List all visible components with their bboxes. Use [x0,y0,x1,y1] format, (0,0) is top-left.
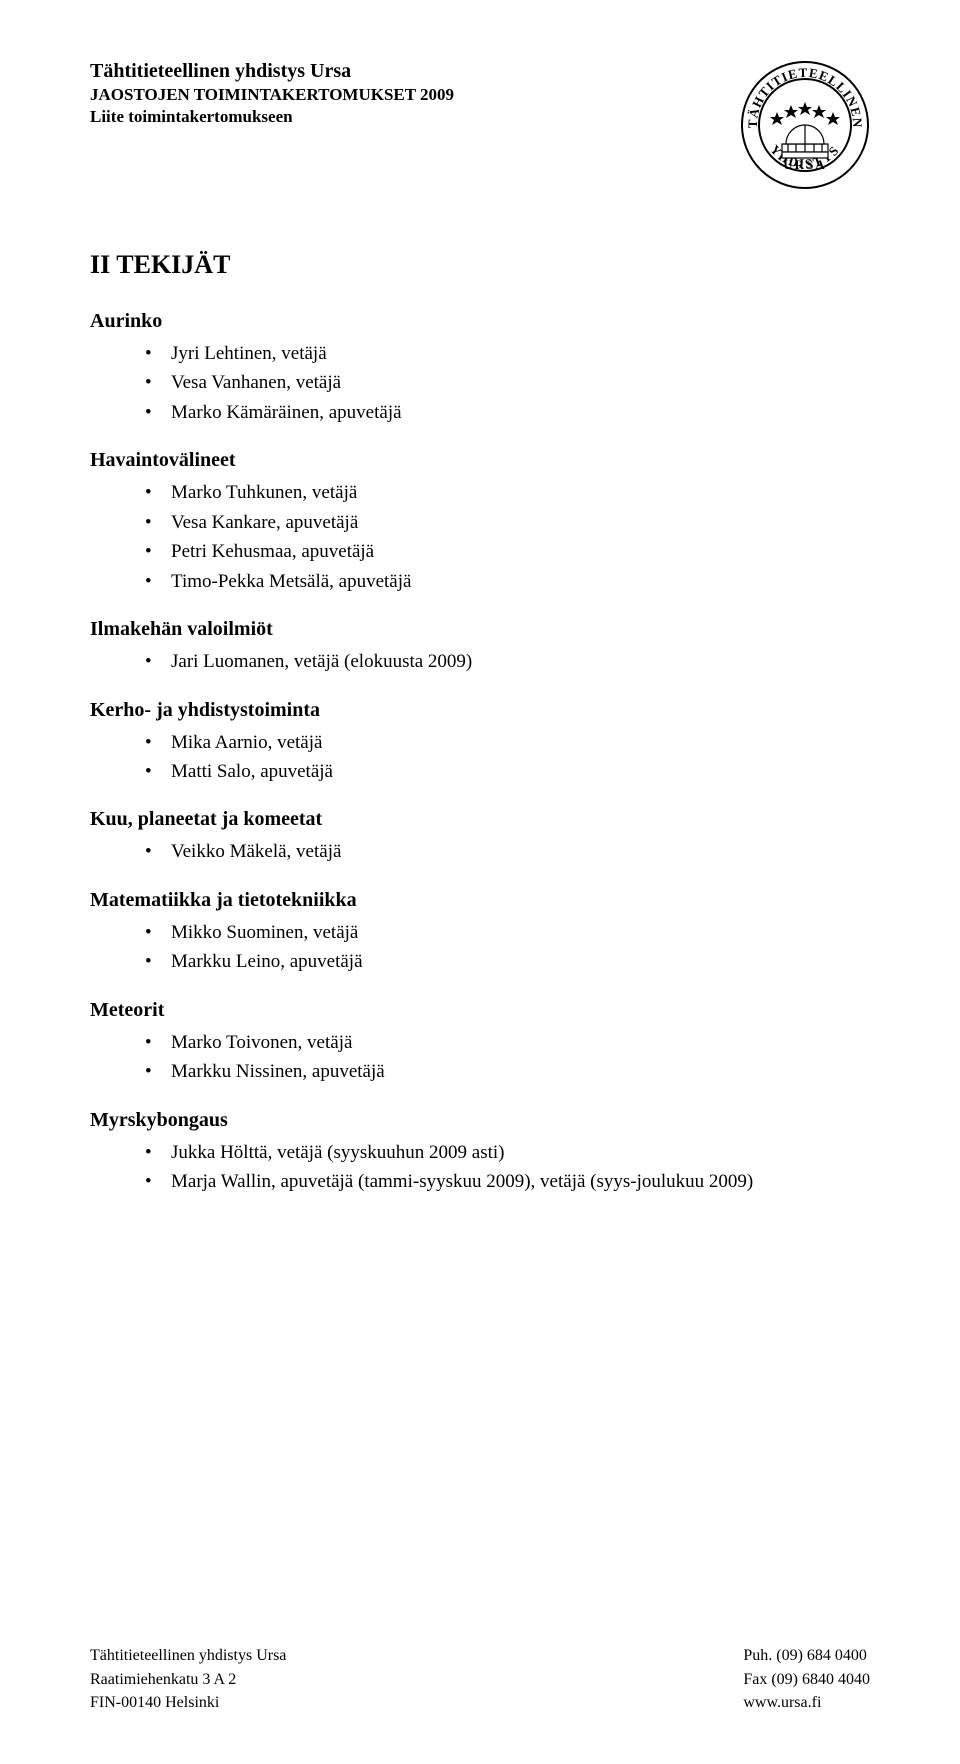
list-item: Mika Aarnio, vetäjä [145,728,870,757]
section-heading: Havaintovälineet [90,449,870,472]
section: Matematiikka ja tietotekniikka Mikko Suom… [90,889,870,977]
footer-left-line: FIN-00140 Helsinki [90,1691,286,1714]
footer-left-line: Tähtitieteellinen yhdistys Ursa [90,1644,286,1667]
section-items: Mikko Suominen, vetäjäMarkku Leino, apuv… [90,918,870,977]
list-item: Vesa Vanhanen, vetäjä [145,368,870,397]
footer-right-line: Fax (09) 6840 4040 [743,1668,870,1691]
section: Havaintovälineet Marko Tuhkunen, vetäjäVe… [90,449,870,596]
logo-text-inner: URSA [783,157,826,172]
main-title: II TEKIJÄT [90,250,870,280]
footer-left: Tähtitieteellinen yhdistys Ursa Raatimie… [90,1644,286,1714]
list-item: Vesa Kankare, apuvetäjä [145,508,870,537]
section-heading: Kerho- ja yhdistystoiminta [90,699,870,722]
list-item: Markku Nissinen, apuvetäjä [145,1057,870,1086]
footer-right-line: Puh. (09) 684 0400 [743,1644,870,1667]
section-heading: Aurinko [90,310,870,333]
list-item: Mikko Suominen, vetäjä [145,918,870,947]
section-items: Marko Toivonen, vetäjäMarkku Nissinen, a… [90,1028,870,1087]
section-heading: Matematiikka ja tietotekniikka [90,889,870,912]
footer-left-line: Raatimiehenkatu 3 A 2 [90,1668,286,1691]
header-row: Tähtitieteellinen yhdistys Ursa JAOSTOJE… [90,60,870,190]
section-items: Jyri Lehtinen, vetäjäVesa Vanhanen, vetä… [90,339,870,427]
footer: Tähtitieteellinen yhdistys Ursa Raatimie… [90,1644,870,1714]
section: Meteorit Marko Toivonen, vetäjäMarkku Nis… [90,999,870,1087]
header-annex: Liite toimintakertomukseen [90,107,454,127]
section: Myrskybongaus Jukka Hölttä, vetäjä (syysk… [90,1109,870,1197]
footer-right-line: www.ursa.fi [743,1691,870,1714]
section-items: Jukka Hölttä, vetäjä (syyskuuhun 2009 as… [90,1138,870,1197]
list-item: Petri Kehusmaa, apuvetäjä [145,537,870,566]
list-item: Jyri Lehtinen, vetäjä [145,339,870,368]
section: Kerho- ja yhdistystoiminta Mika Aarnio, v… [90,699,870,787]
section-items: Mika Aarnio, vetäjäMatti Salo, apuvetäjä [90,728,870,787]
section-heading: Myrskybongaus [90,1109,870,1132]
list-item: Marko Tuhkunen, vetäjä [145,478,870,507]
list-item: Markku Leino, apuvetäjä [145,947,870,976]
section-heading: Kuu, planeetat ja komeetat [90,808,870,831]
list-item: Marko Kämäräinen, apuvetäjä [145,398,870,427]
section: Kuu, planeetat ja komeetat Veikko Mäkelä,… [90,808,870,866]
ursa-logo: TÄHTITIETEELLINEN YHDISTYS [740,60,870,190]
list-item: Veikko Mäkelä, vetäjä [145,837,870,866]
section: Ilmakehän valoilmiöt Jari Luomanen, vetäj… [90,618,870,676]
section: Aurinko Jyri Lehtinen, vetäjäVesa Vanhane… [90,310,870,427]
list-item: Marko Toivonen, vetäjä [145,1028,870,1057]
list-item: Timo-Pekka Metsälä, apuvetäjä [145,567,870,596]
list-item: Matti Salo, apuvetäjä [145,757,870,786]
section-items: Veikko Mäkelä, vetäjä [90,837,870,866]
section-items: Marko Tuhkunen, vetäjäVesa Kankare, apuv… [90,478,870,596]
footer-right: Puh. (09) 684 0400 Fax (09) 6840 4040 ww… [743,1644,870,1714]
section-items: Jari Luomanen, vetäjä (elokuusta 2009) [90,647,870,676]
list-item: Jari Luomanen, vetäjä (elokuusta 2009) [145,647,870,676]
section-heading: Meteorit [90,999,870,1022]
org-name: Tähtitieteellinen yhdistys Ursa [90,60,454,83]
header-subtitle: JAOSTOJEN TOIMINTAKERTOMUKSET 2009 [90,85,454,105]
sections-container: Aurinko Jyri Lehtinen, vetäjäVesa Vanhane… [90,310,870,1196]
section-heading: Ilmakehän valoilmiöt [90,618,870,641]
list-item: Jukka Hölttä, vetäjä (syyskuuhun 2009 as… [145,1138,870,1167]
list-item: Marja Wallin, apuvetäjä (tammi-syyskuu 2… [145,1167,870,1196]
header-text-block: Tähtitieteellinen yhdistys Ursa JAOSTOJE… [90,60,454,127]
document-page: Tähtitieteellinen yhdistys Ursa JAOSTOJE… [0,0,960,1764]
